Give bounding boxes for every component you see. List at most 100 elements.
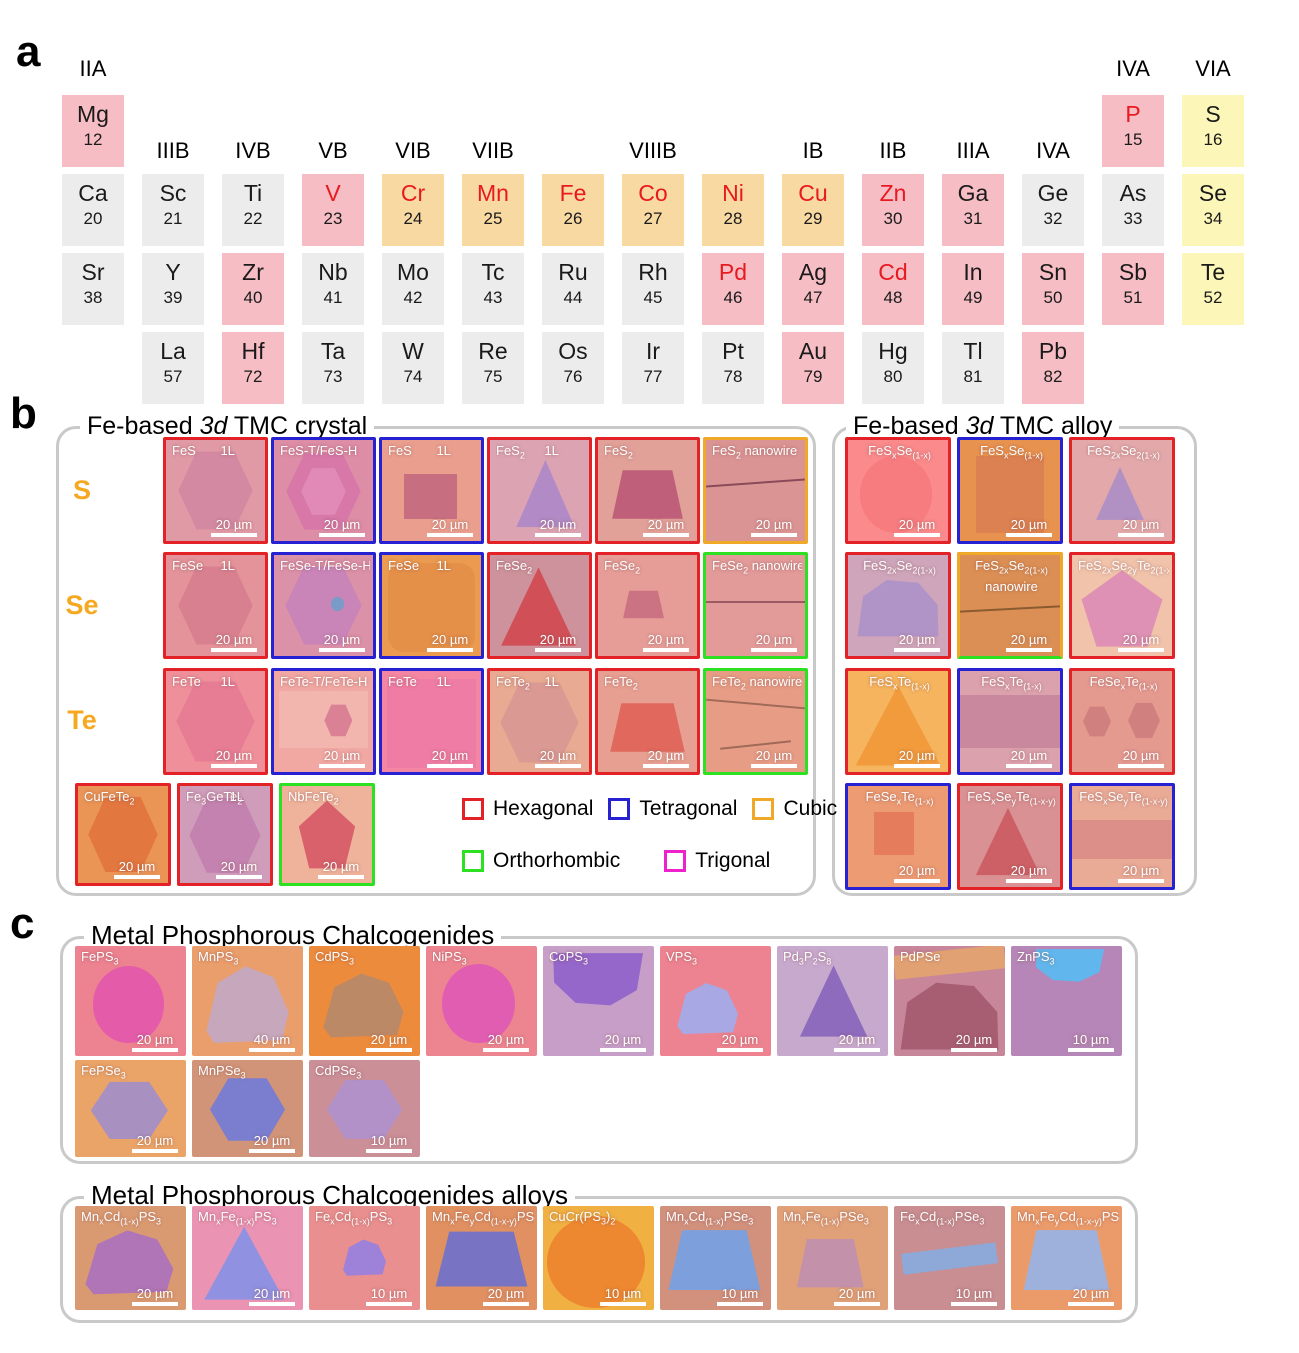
hexagon-flake-shape	[90, 1081, 168, 1139]
element-cell-sc: Sc 21	[142, 174, 204, 246]
rect-flake-shape	[976, 456, 1044, 533]
sample-tile-fete2: FeTe2 20 µm	[595, 668, 700, 775]
element-symbol: As	[1119, 180, 1147, 206]
element-cell-ir: Ir 77	[622, 332, 684, 404]
element-number: 33	[1123, 209, 1143, 228]
sample-label: FeSe-T/FeSe-H	[280, 558, 370, 573]
element-number: 22	[243, 209, 263, 228]
sample-label: FeS2 nanowire	[712, 443, 798, 461]
element-symbol: Ca	[78, 180, 108, 206]
scale-bar-line	[535, 533, 581, 537]
group-label-ib: IB	[802, 138, 824, 163]
layer-count-tag: 1L	[220, 558, 235, 573]
scale-bar-text: 10 µm	[721, 1286, 759, 1301]
scale-bar-text: 20 µm	[1010, 632, 1048, 647]
roundrect-flake-shape	[387, 563, 476, 652]
element-cell-pd: Pd 46	[702, 253, 764, 325]
mpc-section-frame	[60, 936, 1138, 1164]
element-cell-pt: Pt 78	[702, 332, 764, 404]
mpc-section-title: Metal Phosphorous Chalcogenides	[84, 920, 502, 950]
sample-label: VPS3	[666, 949, 698, 967]
sample-label: CuFeTe2	[84, 789, 135, 807]
element-symbol: Ga	[957, 180, 989, 206]
sample-tile-cops3: CoPS3 20 µm	[543, 946, 654, 1056]
trapezoid-flake-shape	[612, 470, 683, 519]
scale-bar: 20 µm	[1118, 517, 1164, 537]
sample-label: FeTe2	[496, 674, 530, 692]
sample-label: FeSe2	[604, 558, 641, 576]
sample-label: FeSe2	[496, 558, 533, 576]
sample-label: FeSxSeyTe(1-x-y)	[1079, 789, 1168, 807]
sample-tile-fes: FeS 1L 20 µm	[379, 437, 484, 544]
sample-label: FeS2xSe2yTe2(1-x-y)	[1078, 558, 1169, 576]
scale-bar-line	[751, 648, 797, 652]
element-symbol: Ir	[645, 338, 661, 364]
element-cell-sn: Sn 50	[1022, 253, 1084, 325]
element-number: 42	[403, 288, 423, 307]
sample-label: Pd3P2S8	[783, 949, 832, 967]
element-symbol: Zr	[242, 259, 264, 285]
group-label-viiib: VIIIB	[629, 138, 677, 163]
sample-tile-mnxfe-1-x-pse3: MnxFe(1-x)PSe3 20 µm	[777, 1206, 888, 1310]
sample-tile-mnxfe-1-x-ps3: MnxFe(1-x)PS3 20 µm	[192, 1206, 303, 1310]
element-symbol: Ti	[243, 180, 263, 206]
scale-bar: 20 µm	[211, 517, 257, 537]
sample-tile-fes2: FeS2 1L 20 µm	[487, 437, 592, 544]
trapezoid-flake-shape	[796, 1239, 864, 1288]
scale-bar-text: 10 µm	[370, 1286, 408, 1301]
scale-bar: 20 µm	[717, 1032, 763, 1052]
element-symbol: Hf	[241, 338, 265, 364]
group-label-viib: VIIB	[472, 138, 514, 163]
sample-tile-cucr-ps3-2: CuCr(PS3)2 10 µm	[543, 1206, 654, 1310]
hexagon-flake-shape	[500, 682, 579, 763]
circle-flake-shape	[547, 1216, 646, 1308]
sample-label: MnxCd(1-x)PS3	[81, 1209, 162, 1227]
element-cell-mo: Mo 42	[382, 253, 444, 325]
sample-label: FeSexTe(1-x)	[1089, 674, 1158, 692]
scale-bar-line	[894, 764, 940, 768]
sample-label: FeTe	[172, 674, 201, 689]
element-cell-zr: Zr 40	[222, 253, 284, 325]
element-symbol: Au	[798, 338, 828, 364]
scale-bar-line	[535, 648, 581, 652]
scale-bar-line	[318, 875, 364, 879]
element-cell-nb: Nb 41	[302, 253, 364, 325]
sample-label: FeSe2 nanowire	[712, 558, 802, 576]
element-symbol: In	[963, 259, 983, 285]
scale-bar-line	[132, 1149, 178, 1153]
scale-bar-line	[600, 1302, 646, 1306]
layer-count-tag: 1L	[229, 789, 244, 804]
scale-bar: 20 µm	[834, 1032, 880, 1052]
element-number: 78	[723, 367, 743, 386]
element-symbol: La	[160, 338, 186, 364]
scale-bar-text: 20 µm	[838, 1032, 876, 1047]
element-number: 80	[883, 367, 903, 386]
sample-label: FeTe	[388, 674, 417, 689]
legend-label: Hexagonal	[493, 797, 594, 820]
scale-bar-line	[319, 648, 365, 652]
element-symbol: Y	[165, 259, 181, 285]
sample-label: MnxCd(1-x)PSe3	[666, 1209, 754, 1227]
row-label-se: Se	[65, 590, 99, 620]
sample-tile-cdps3: CdPS3 20 µm	[309, 946, 420, 1056]
scale-bar-line	[751, 533, 797, 537]
scale-bar-text: 20 µm	[1122, 632, 1160, 647]
group-label-iiia: IIIA	[956, 138, 990, 163]
sample-tile-fete-t-fete-h: FeTe-T/FeTe-H 20 µm	[271, 668, 376, 775]
scale-bar-line	[1118, 879, 1164, 883]
hexagon-flake-shape	[88, 797, 158, 872]
element-number: 27	[643, 209, 663, 228]
scale-bar-line	[1006, 764, 1052, 768]
element-number: 20	[83, 209, 103, 228]
element-symbol: Se	[1198, 180, 1228, 206]
hexagon-flake-shape	[178, 451, 253, 530]
element-symbol: P	[1125, 101, 1141, 127]
group-label-iib: IIB	[879, 138, 907, 163]
element-number: 49	[963, 288, 983, 307]
scale-bar-text: 20 µm	[323, 748, 361, 763]
scale-bar: 20 µm	[132, 1032, 178, 1052]
element-cell-ag: Ag 47	[782, 253, 844, 325]
element-cell-te: Te 52	[1182, 253, 1244, 325]
circle-flake-shape	[441, 963, 515, 1043]
legend-color-swatch	[462, 850, 484, 872]
